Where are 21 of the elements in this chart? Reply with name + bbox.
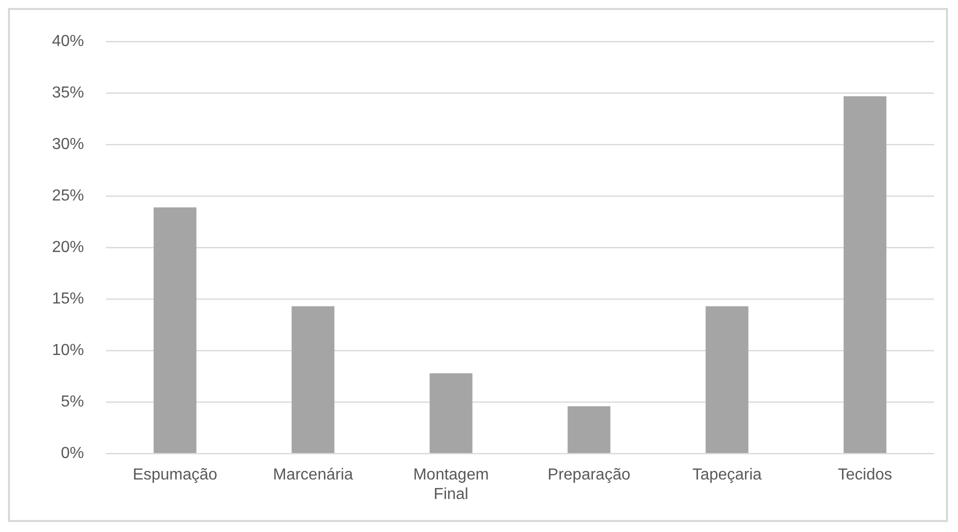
y-tick-label: 25% [52, 188, 84, 205]
y-tick-label: 40% [52, 33, 84, 50]
y-tick-label: 5% [60, 394, 84, 411]
y-tick-label: 15% [52, 290, 84, 308]
x-tick-label: Marcenária [273, 466, 354, 484]
x-tick-label: Espumação [132, 466, 218, 484]
x-tick-label: Tecidos [838, 466, 892, 484]
bar [430, 373, 472, 453]
y-tick-label: 10% [52, 342, 84, 360]
bar [706, 306, 748, 453]
bar [292, 306, 334, 453]
x-tick-label: Preparação [548, 466, 630, 484]
bar [568, 406, 610, 453]
bar [154, 207, 196, 453]
y-tick-label: 0% [60, 445, 84, 462]
y-tick-label: 20% [52, 239, 84, 256]
bar [844, 96, 886, 453]
x-tick-label: Montagem Final [413, 466, 489, 503]
y-tick-label: 30% [52, 136, 84, 154]
x-tick-label: Tapeçaria [692, 466, 762, 484]
y-tick-label: 35% [52, 84, 84, 102]
